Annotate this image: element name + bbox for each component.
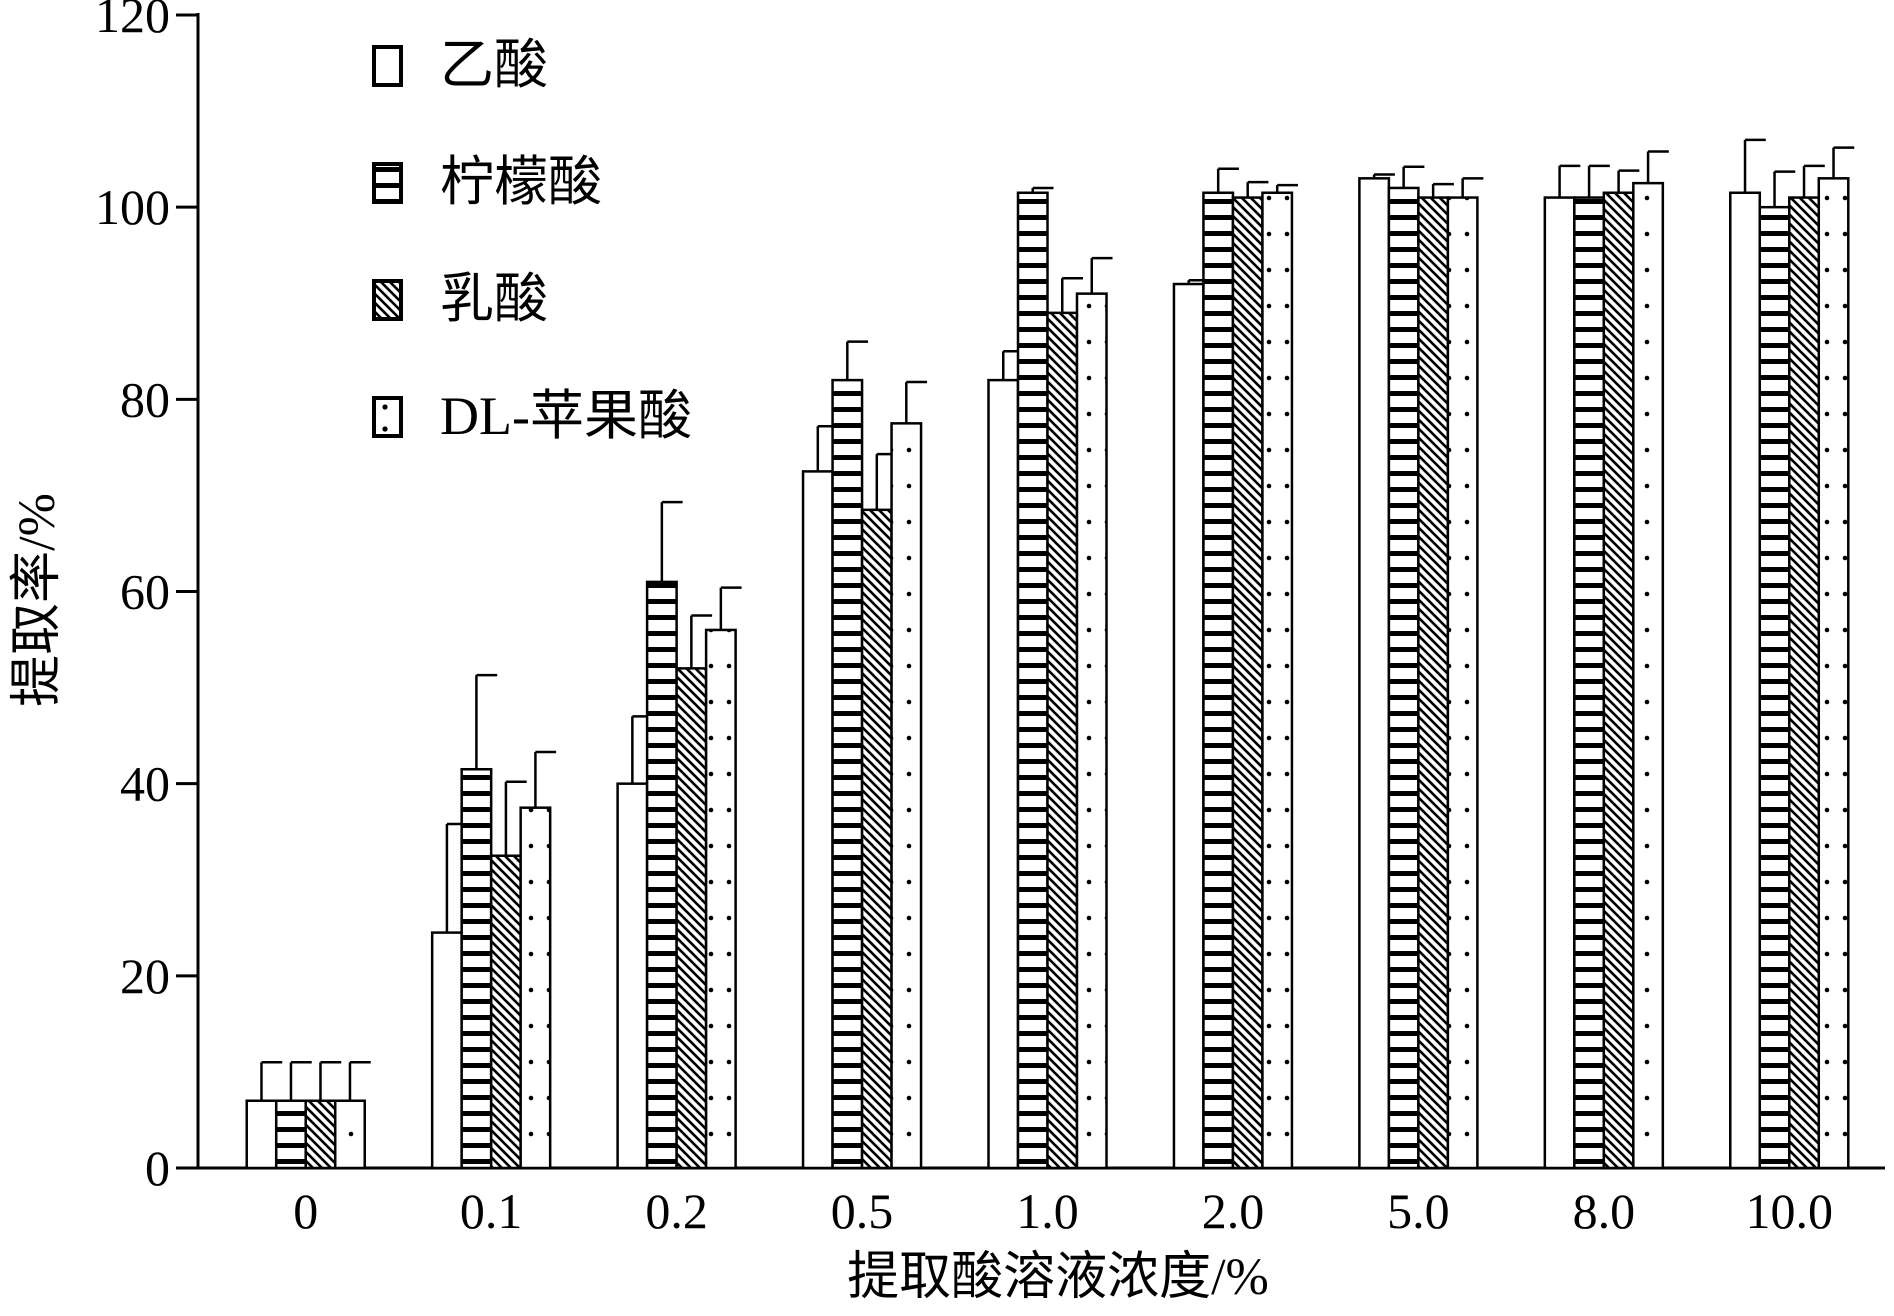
legend-item-乳酸: 乳酸 bbox=[372, 269, 548, 329]
bar-DL-苹果酸-0.1 bbox=[519, 806, 552, 1170]
legend-item-柠檬酸: 柠檬酸 bbox=[372, 152, 602, 212]
bar-group-2.0: 2.0 bbox=[1172, 167, 1298, 1239]
bar-乙酸-0.2 bbox=[616, 782, 649, 1170]
bar-乙酸-5.0 bbox=[1358, 177, 1391, 1170]
bar-乙酸-0 bbox=[245, 1099, 278, 1170]
bar-乳酸-0 bbox=[304, 1099, 337, 1170]
bar-乙酸-0.1 bbox=[430, 931, 463, 1170]
x-tick-label: 1.0 bbox=[1016, 1183, 1079, 1239]
bar-DL-苹果酸-1.0 bbox=[1075, 292, 1108, 1170]
bar-柠檬酸-0.5 bbox=[831, 378, 864, 1170]
bar-group-8.0: 8.0 bbox=[1543, 150, 1669, 1239]
bar-group-1.0: 1.0 bbox=[987, 186, 1113, 1239]
legend-swatch bbox=[372, 396, 403, 438]
bar-乳酸-5.0 bbox=[1417, 196, 1450, 1170]
bar-柠檬酸-10.0 bbox=[1758, 205, 1791, 1170]
bar-乙酸-10.0 bbox=[1729, 191, 1762, 1170]
y-tick-label: 80 bbox=[120, 371, 170, 427]
bar-柠檬酸-0.1 bbox=[460, 768, 493, 1170]
bar-DL-苹果酸-2.0 bbox=[1261, 191, 1294, 1170]
bar-DL-苹果酸-8.0 bbox=[1632, 181, 1665, 1170]
x-tick-label: 8.0 bbox=[1573, 1183, 1636, 1239]
bar-group-0.5: 0.5 bbox=[801, 340, 928, 1239]
y-axis-label: 提取率/% bbox=[9, 493, 66, 707]
bar-乳酸-0.5 bbox=[860, 508, 893, 1170]
bar-乙酸-2.0 bbox=[1172, 282, 1205, 1170]
legend-item-乙酸: 乙酸 bbox=[372, 35, 548, 95]
x-tick-label: 2.0 bbox=[1202, 1183, 1265, 1239]
y-tick-label: 100 bbox=[95, 179, 170, 235]
bar-乳酸-0.1 bbox=[489, 854, 522, 1170]
bar-乳酸-10.0 bbox=[1788, 196, 1821, 1170]
bar-柠檬酸-1.0 bbox=[1016, 191, 1049, 1170]
x-tick-label: 5.0 bbox=[1387, 1183, 1450, 1239]
legend-swatch bbox=[372, 162, 403, 204]
bar-group-0: 0 bbox=[245, 1061, 371, 1239]
bar-柠檬酸-2.0 bbox=[1202, 191, 1235, 1170]
legend-label: DL-苹果酸 bbox=[440, 386, 692, 446]
y-tick-label: 120 bbox=[95, 0, 170, 43]
y-tick-label: 40 bbox=[120, 756, 170, 812]
x-axis-label: 提取酸溶液浓度/% bbox=[847, 1249, 1269, 1306]
bar-DL-苹果酸-5.0 bbox=[1446, 196, 1479, 1170]
bar-乙酸-0.5 bbox=[801, 470, 834, 1170]
legend-label: 乙酸 bbox=[440, 35, 548, 95]
axes: 0 20 40 60 80 100 120 bbox=[95, 0, 1885, 1196]
legend-swatch bbox=[372, 45, 403, 87]
x-tick-label: 0.1 bbox=[460, 1183, 523, 1239]
y-tick-label: 20 bbox=[120, 948, 170, 1004]
legend-label: 柠檬酸 bbox=[440, 152, 602, 212]
bar-柠檬酸-0.2 bbox=[645, 580, 678, 1170]
x-tick-label: 0 bbox=[293, 1183, 318, 1239]
legend-swatch bbox=[372, 279, 403, 321]
bar-柠檬酸-5.0 bbox=[1387, 186, 1420, 1170]
x-tick-label: 0.2 bbox=[645, 1183, 708, 1239]
bar-柠檬酸-8.0 bbox=[1573, 196, 1606, 1170]
x-tick-label: 10.0 bbox=[1746, 1183, 1834, 1239]
bar-乳酸-0.2 bbox=[675, 667, 708, 1170]
bar-DL-苹果酸-0.5 bbox=[890, 422, 923, 1170]
legend-label: 乳酸 bbox=[440, 269, 548, 329]
bar-group-0.1: 0.1 bbox=[430, 673, 557, 1239]
y-tick-label: 60 bbox=[120, 564, 170, 620]
bar-乳酸-2.0 bbox=[1231, 196, 1264, 1170]
legend-item-DL-苹果酸: DL-苹果酸 bbox=[372, 386, 692, 446]
bar-乳酸-1.0 bbox=[1046, 311, 1079, 1170]
bar-乙酸-8.0 bbox=[1543, 196, 1576, 1170]
bars: 0 0.1 0.2 0.5 1.0 2.0 5.0 8.0 10.0 bbox=[245, 138, 1855, 1239]
x-tick-label: 0.5 bbox=[831, 1183, 894, 1239]
bar-DL-苹果酸-10.0 bbox=[1817, 177, 1850, 1170]
bar-group-10.0: 10.0 bbox=[1729, 138, 1855, 1239]
bar-group-5.0: 5.0 bbox=[1358, 165, 1484, 1239]
bar-乳酸-8.0 bbox=[1602, 191, 1635, 1170]
y-tick-label: 0 bbox=[145, 1140, 170, 1196]
bar-柠檬酸-0 bbox=[274, 1099, 307, 1170]
bar-group-0.2: 0.2 bbox=[616, 500, 742, 1239]
bar-DL-苹果酸-0.2 bbox=[704, 628, 737, 1170]
bar-DL-苹果酸-0 bbox=[333, 1099, 366, 1170]
bar-乙酸-1.0 bbox=[987, 378, 1020, 1170]
